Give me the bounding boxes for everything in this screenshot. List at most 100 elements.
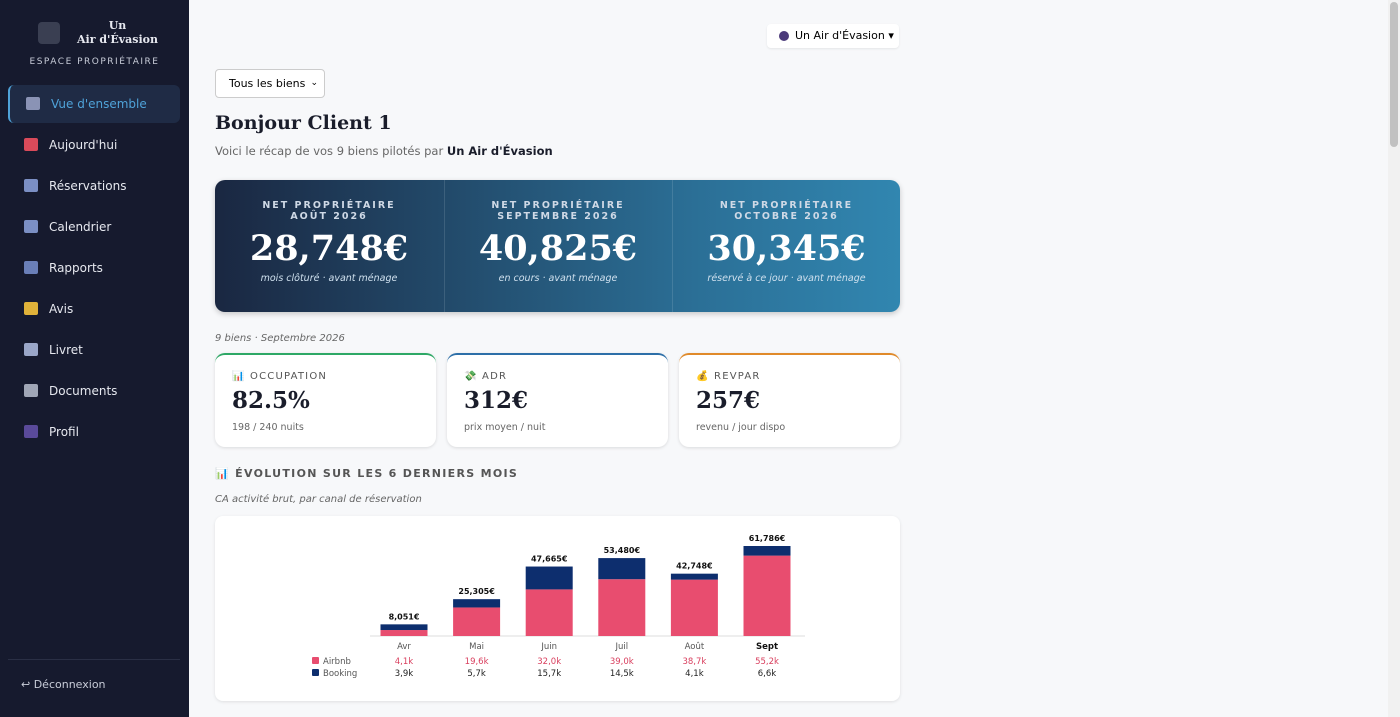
brand: Un Air d'Évasion: [70, 19, 165, 47]
brand-line: Un: [108, 19, 127, 32]
nav-item[interactable]: Documents: [8, 372, 180, 410]
total-label: 53,480€: [604, 546, 641, 555]
scroll-thumb: [1390, 2, 1398, 147]
x-tick-label: Août: [685, 642, 705, 652]
user-menu[interactable]: Un Air d'Évasion ▾: [767, 24, 899, 48]
section-title: 📊 ÉVOLUTION SUR LES 6 DERNIERS MOIS: [215, 467, 518, 480]
x-tick-label: Sept: [756, 642, 778, 652]
filter-select[interactable]: Tous les biens ⌄: [215, 69, 325, 98]
net-note: mois clôturé · avant ménage: [260, 273, 398, 284]
value-label: 3,9k: [395, 669, 414, 679]
net-cards: NET PROPRIÉTAIRE AOÛT 2026 28,748€ mois cl…: [215, 180, 900, 312]
value-label: 15,7k: [537, 669, 561, 679]
nav-item[interactable]: Rapports: [8, 249, 180, 287]
net-label: NET PROPRIÉTAIRE AOÛT 2026: [262, 200, 396, 222]
net-card: NET PROPRIÉTAIRE OCTOBRE 2026 30,345€ rése…: [672, 180, 900, 312]
kpi-label: 💰 REVPAR: [696, 371, 761, 382]
divider: [8, 659, 180, 660]
net-label: NET PROPRIÉTAIRE SEPTEMBRE 2026: [491, 200, 625, 222]
value-label: 4,1k: [685, 669, 704, 679]
nav-icon: [24, 138, 38, 151]
nav-item[interactable]: Livret: [8, 331, 180, 369]
net-value: 40,825€: [478, 228, 638, 269]
chart-card: 4,1k 3,9k 8,051€ Avr 19,6k 5,7k 25,305€ Mai 32,0…: [215, 516, 900, 701]
kpi-label: 📊 OCCUPATION: [232, 371, 327, 382]
nav-item[interactable]: Avis: [8, 290, 180, 328]
brand-line: Air d'Évasion: [76, 33, 158, 46]
nav-label: Calendrier: [49, 220, 112, 234]
greeting-title: Bonjour Client 1: [215, 112, 392, 134]
legend-swatch: [312, 669, 319, 676]
brand: Un Air d'Évasion: [446, 144, 553, 158]
nav-icon: [26, 97, 40, 110]
text: Voici le récap de vos 9 biens pilotés pa…: [215, 144, 444, 158]
nav-label: Aujourd'hui: [49, 138, 118, 152]
kpi-icon: 📊: [232, 371, 246, 382]
kpi-card: 📊 OCCUPATION 82.5% 198 / 240 nuits: [215, 353, 436, 447]
kpi-note: prix moyen / nuit: [464, 422, 546, 433]
nav-icon: [24, 179, 38, 192]
title: ÉVOLUTION SUR LES 6 DERNIERS MOIS: [235, 467, 519, 480]
sidebar: Un Air d'Évasion ESPACE PROPRIÉTAIRE Vue …: [0, 0, 189, 717]
net-value: 28,748€: [249, 228, 409, 269]
value-label: 14,5k: [610, 669, 634, 679]
filter-value: Tous les biens: [229, 77, 306, 90]
value-label: 32,0k: [537, 657, 561, 667]
nav-item[interactable]: Réservations: [8, 167, 180, 205]
bar-segment: [598, 558, 646, 580]
user-icon: [779, 31, 789, 41]
user-name: Un Air d'Évasion: [795, 29, 885, 42]
nav-label: Livret: [49, 343, 83, 357]
kpi-icon: 💸: [464, 371, 478, 382]
bar-segment: [670, 573, 718, 580]
kpi-name: ADR: [482, 371, 508, 382]
net-card: NET PROPRIÉTAIRE AOÛT 2026 28,748€ mois cl…: [215, 180, 443, 312]
nav-item[interactable]: Calendrier: [8, 208, 180, 246]
nav-item[interactable]: Profil: [8, 413, 180, 451]
kpi-label: 💸 ADR: [464, 371, 507, 382]
kpi-value: 257€: [696, 387, 761, 414]
value-label: 4,1k: [395, 657, 414, 667]
value-label: 6,6k: [758, 669, 777, 679]
total-label: 61,786€: [749, 534, 786, 543]
kpi-name: OCCUPATION: [250, 371, 328, 382]
nav-item[interactable]: Aujourd'hui: [8, 126, 180, 164]
value-label: 38,7k: [682, 657, 706, 667]
kpi-card: 💸 ADR 312€ prix moyen / nuit: [447, 353, 668, 447]
nav-label: Avis: [49, 302, 74, 316]
total-label: 25,305€: [458, 587, 495, 596]
kpi-note: 198 / 240 nuits: [232, 422, 304, 433]
net-card: NET PROPRIÉTAIRE SEPTEMBRE 2026 40,825€ en…: [443, 180, 672, 312]
legend-swatch: [312, 657, 319, 664]
nav-item[interactable]: Vue d'ensemble: [8, 85, 180, 123]
logout[interactable]: ↩ Déconnexion: [21, 678, 106, 691]
logo: [38, 22, 60, 44]
kpi-caption: 9 biens · Septembre 2026: [215, 333, 345, 344]
bar-segment: [670, 579, 718, 636]
nav-label: Profil: [49, 425, 79, 439]
kpi-card: 💰 REVPAR 257€ revenu / jour dispo: [679, 353, 900, 447]
total-label: 47,665€: [531, 555, 568, 564]
subtitle: ESPACE PROPRIÉTAIRE: [29, 57, 160, 67]
section-caption: CA activité brut, par canal de réservati…: [215, 494, 422, 505]
nav-icon: [24, 302, 38, 315]
bar-segment: [525, 589, 573, 636]
x-tick-label: Juin: [540, 642, 557, 652]
bar-segment: [453, 607, 501, 636]
kpi-name: REVPAR: [714, 371, 761, 382]
kpi-value: 82.5%: [232, 387, 310, 414]
icon: 📊: [215, 467, 230, 480]
value-label: 55,2k: [755, 657, 779, 667]
legend-label: Booking: [323, 669, 357, 679]
nav-label: Vue d'ensemble: [51, 97, 147, 111]
bar-segment: [743, 555, 791, 636]
bar-segment: [525, 566, 573, 590]
scrollbar: [1388, 0, 1400, 717]
nav-label: Rapports: [49, 261, 103, 275]
nav-icon: [24, 343, 38, 356]
nav-icon: [24, 261, 38, 274]
greeting-text: Voici le récap de vos 9 biens pilotés pa…: [215, 144, 553, 158]
legend-label: Airbnb: [323, 657, 351, 667]
chart: 4,1k 3,9k 8,051€ Avr 19,6k 5,7k 25,305€ Mai 32,0…: [312, 534, 805, 679]
